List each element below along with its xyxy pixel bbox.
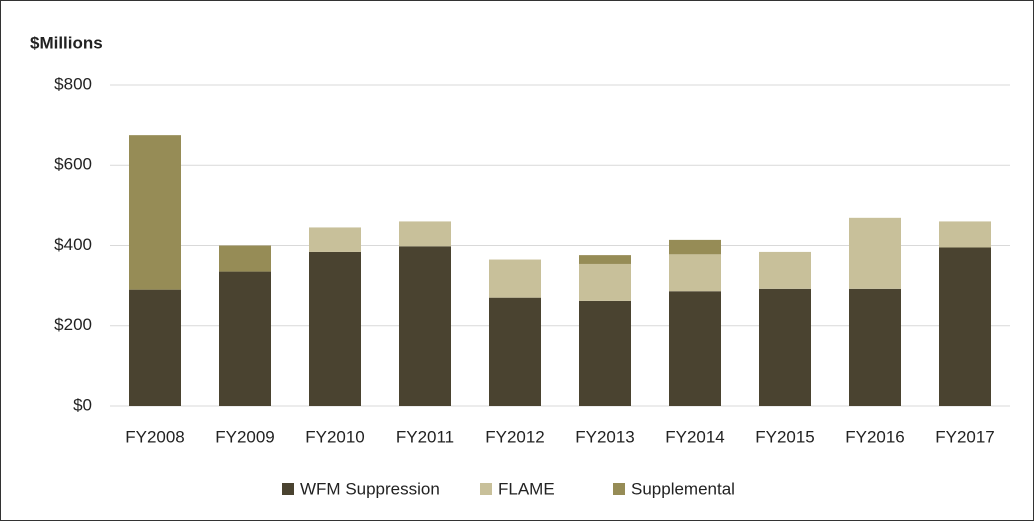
y-tick-label: $200 (54, 315, 92, 334)
bar-segment (669, 291, 721, 406)
bar-segment (669, 254, 721, 292)
bar-segment (759, 251, 811, 289)
bar-segment (849, 217, 901, 289)
bar-segment (129, 135, 181, 290)
bar-segment (399, 246, 451, 406)
bar-segment (939, 221, 991, 248)
bar-segment (309, 227, 361, 252)
bar-segment (129, 289, 181, 406)
legend-label: WFM Suppression (300, 479, 440, 498)
legend-label: Supplemental (631, 479, 735, 498)
x-tick-label: FY2009 (215, 427, 275, 446)
bar-segment (489, 259, 541, 298)
bar-segment (219, 271, 271, 406)
x-tick-label: FY2015 (755, 427, 815, 446)
legend-label: FLAME (498, 479, 555, 498)
bar-segment (759, 288, 811, 406)
x-tick-label: FY2017 (935, 427, 995, 446)
bar-segment (849, 288, 901, 406)
x-tick-label: FY2014 (665, 427, 725, 446)
x-tick-label: FY2016 (845, 427, 905, 446)
x-tick-label: FY2012 (485, 427, 545, 446)
x-tick-label: FY2011 (396, 427, 454, 446)
bar-segment (399, 221, 451, 247)
y-tick-label: $600 (54, 155, 92, 174)
bar-segment (309, 251, 361, 406)
legend-swatch (282, 483, 294, 495)
y-tick-label: $800 (54, 74, 92, 93)
y-tick-label: $0 (73, 395, 92, 414)
legend-swatch (613, 483, 625, 495)
y-tick-label: $400 (54, 235, 92, 254)
bar-segment (579, 263, 631, 301)
bar-segment (219, 245, 271, 272)
bar-segment (669, 239, 721, 255)
bar-segment (579, 255, 631, 264)
bar-segment (579, 300, 631, 406)
x-tick-label: FY2013 (575, 427, 635, 446)
bar-segment (489, 297, 541, 406)
legend-swatch (480, 483, 492, 495)
bar-segment (939, 247, 991, 406)
x-tick-label: FY2010 (305, 427, 365, 446)
x-tick-label: FY2008 (125, 427, 185, 446)
chart-title: $Millions (30, 33, 103, 52)
